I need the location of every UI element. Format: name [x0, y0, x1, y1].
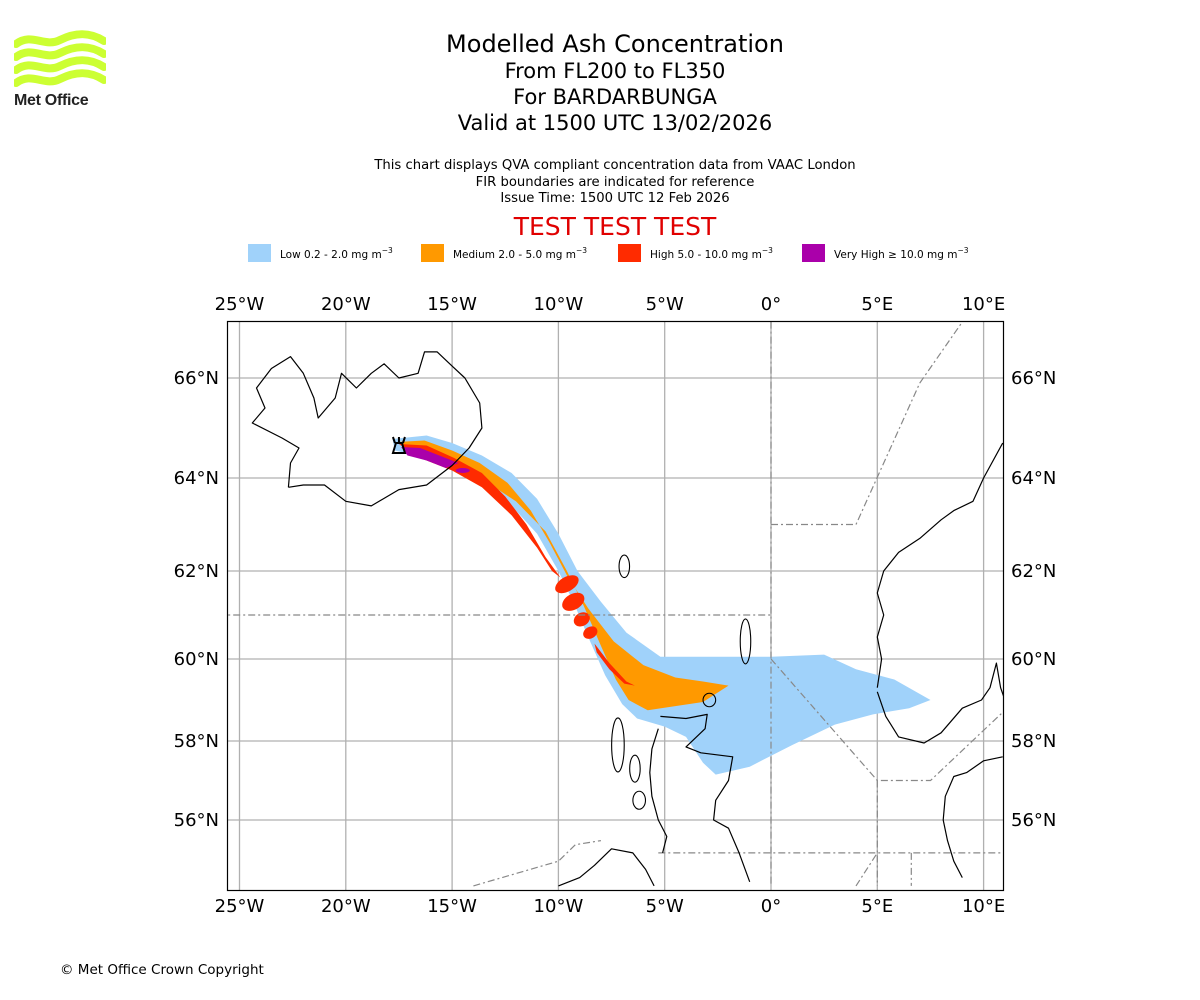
coast-norway-west — [876, 442, 1003, 688]
y-tick-label-right: 58°N — [1011, 731, 1056, 752]
y-tick-label-left: 66°N — [174, 368, 219, 389]
coast-ireland — [558, 848, 655, 887]
plot-frame — [226, 320, 1005, 892]
x-tick-label-bottom: 20°W — [321, 896, 371, 917]
chart-title: Modelled Ash Concentration — [446, 30, 784, 58]
x-tick-label-bottom: 25°W — [215, 896, 265, 917]
x-tick-label-top: 5°W — [646, 294, 684, 315]
volcano-name: For BARDARBUNGA — [513, 85, 717, 109]
subtitle-line-1: This chart displays QVA compliant concen… — [374, 158, 856, 173]
plume-high-patch — [562, 592, 585, 611]
plume-high-patch — [583, 626, 598, 639]
x-tick-label-top: 25°W — [215, 294, 265, 315]
fir-boundary-line — [770, 658, 1003, 782]
coast-west-scotland — [649, 728, 668, 854]
coast-island — [618, 554, 631, 579]
valid-time: Valid at 1500 UTC 13/02/2026 — [457, 111, 773, 135]
legend-item-very-high: Very High ≥ 10.0 mg m−3 — [802, 244, 969, 262]
y-tick-label-left: 56°N — [174, 810, 219, 831]
x-tick-label-bottom: 0° — [761, 896, 781, 917]
logo-wave — [14, 43, 106, 61]
y-tick-label-right: 60°N — [1011, 649, 1056, 670]
legend-swatch-high — [618, 244, 641, 262]
plume-very-high-patch — [455, 468, 470, 473]
x-tick-label-bottom: 10°W — [534, 896, 584, 917]
logo-wave — [14, 30, 106, 48]
legend-label-high: High 5.0 - 10.0 mg m−3 — [650, 245, 773, 261]
x-tick-label-top: 5°E — [861, 294, 893, 315]
x-tick-label-top: 10°W — [534, 294, 584, 315]
plume-very-high — [401, 447, 459, 468]
fir-boundary-line — [855, 852, 878, 887]
graticule — [227, 321, 1003, 890]
met-office-logo-text: Met Office — [14, 92, 89, 109]
legend-swatch-low — [248, 244, 271, 262]
legend-item-medium: Medium 2.0 - 5.0 mg m−3 — [421, 244, 587, 262]
chart-subtitle: This chart displays QVA compliant concen… — [0, 158, 1200, 208]
ash-plume — [392, 435, 931, 775]
coast-denmark — [942, 756, 1003, 878]
legend-item-high: High 5.0 - 10.0 mg m−3 — [618, 244, 773, 262]
plume-medium — [396, 440, 729, 711]
subtitle-line-2: FIR boundaries are indicated for referen… — [475, 174, 755, 190]
y-tick-label-left: 60°N — [174, 649, 219, 670]
legend-item-low: Low 0.2 - 2.0 mg m−3 — [248, 244, 393, 262]
y-tick-label-left: 64°N — [174, 468, 219, 489]
chart-header: Modelled Ash Concentration From FL200 to… — [0, 30, 1200, 136]
x-tick-label-bottom: 15°W — [427, 896, 477, 917]
y-tick-label-left: 58°N — [174, 731, 219, 752]
fir-boundary-line — [771, 321, 964, 526]
logo-wave — [14, 56, 106, 74]
axis-ticks: 25°W 25°W 20°W 20°W 15°W 15°W 10°W 10°W 5°W 5°W 0°… — [174, 294, 1057, 917]
x-tick-label-top: 15°W — [427, 294, 477, 315]
coast-island — [632, 790, 647, 810]
fir-boundaries — [227, 321, 1003, 887]
y-tick-label-right: 62°N — [1011, 561, 1056, 582]
volcano-icon — [391, 436, 407, 454]
coast-scotland — [660, 713, 751, 883]
y-tick-label-right: 56°N — [1011, 810, 1056, 831]
copyright: © Met Office Crown Copyright — [60, 962, 264, 978]
issue-time: Issue Time: 1500 UTC 12 Feb 2026 — [500, 191, 730, 206]
test-banner: TEST TEST TEST — [513, 212, 717, 241]
plume-low — [392, 435, 931, 775]
legend-label-medium: Medium 2.0 - 5.0 mg m−3 — [453, 245, 588, 261]
x-tick-label-bottom: 5°W — [646, 896, 684, 917]
x-tick-label-top: 10°E — [962, 294, 1005, 315]
y-tick-label-right: 64°N — [1011, 468, 1056, 489]
volcano-marker — [391, 436, 407, 454]
legend-swatch-very-high — [802, 244, 825, 262]
y-tick-label-right: 66°N — [1011, 368, 1056, 389]
coast-iceland — [251, 351, 483, 507]
coast-island — [611, 717, 625, 773]
fir-boundary-line — [473, 840, 601, 887]
x-tick-label-bottom: 5°E — [861, 896, 893, 917]
logo-wave — [14, 69, 106, 87]
legend-label-very-high: Very High ≥ 10.0 mg m−3 — [834, 245, 969, 261]
plume-high-patch — [555, 575, 579, 594]
legend-swatch-medium — [421, 244, 444, 262]
plume-high-patch — [573, 612, 590, 627]
coastlines — [251, 351, 1003, 887]
legend-label-low: Low 0.2 - 2.0 mg m−3 — [280, 245, 393, 261]
met-office-logo — [14, 30, 106, 87]
flight-levels: From FL200 to FL350 — [504, 59, 726, 83]
coast-island — [702, 692, 717, 708]
coast-norway — [876, 662, 1003, 744]
x-tick-label-top: 20°W — [321, 294, 371, 315]
coast-island — [629, 754, 641, 783]
coast-island — [739, 618, 752, 665]
x-tick-label-top: 0° — [761, 294, 781, 315]
x-tick-label-bottom: 10°E — [962, 896, 1005, 917]
y-tick-label-left: 62°N — [174, 561, 219, 582]
